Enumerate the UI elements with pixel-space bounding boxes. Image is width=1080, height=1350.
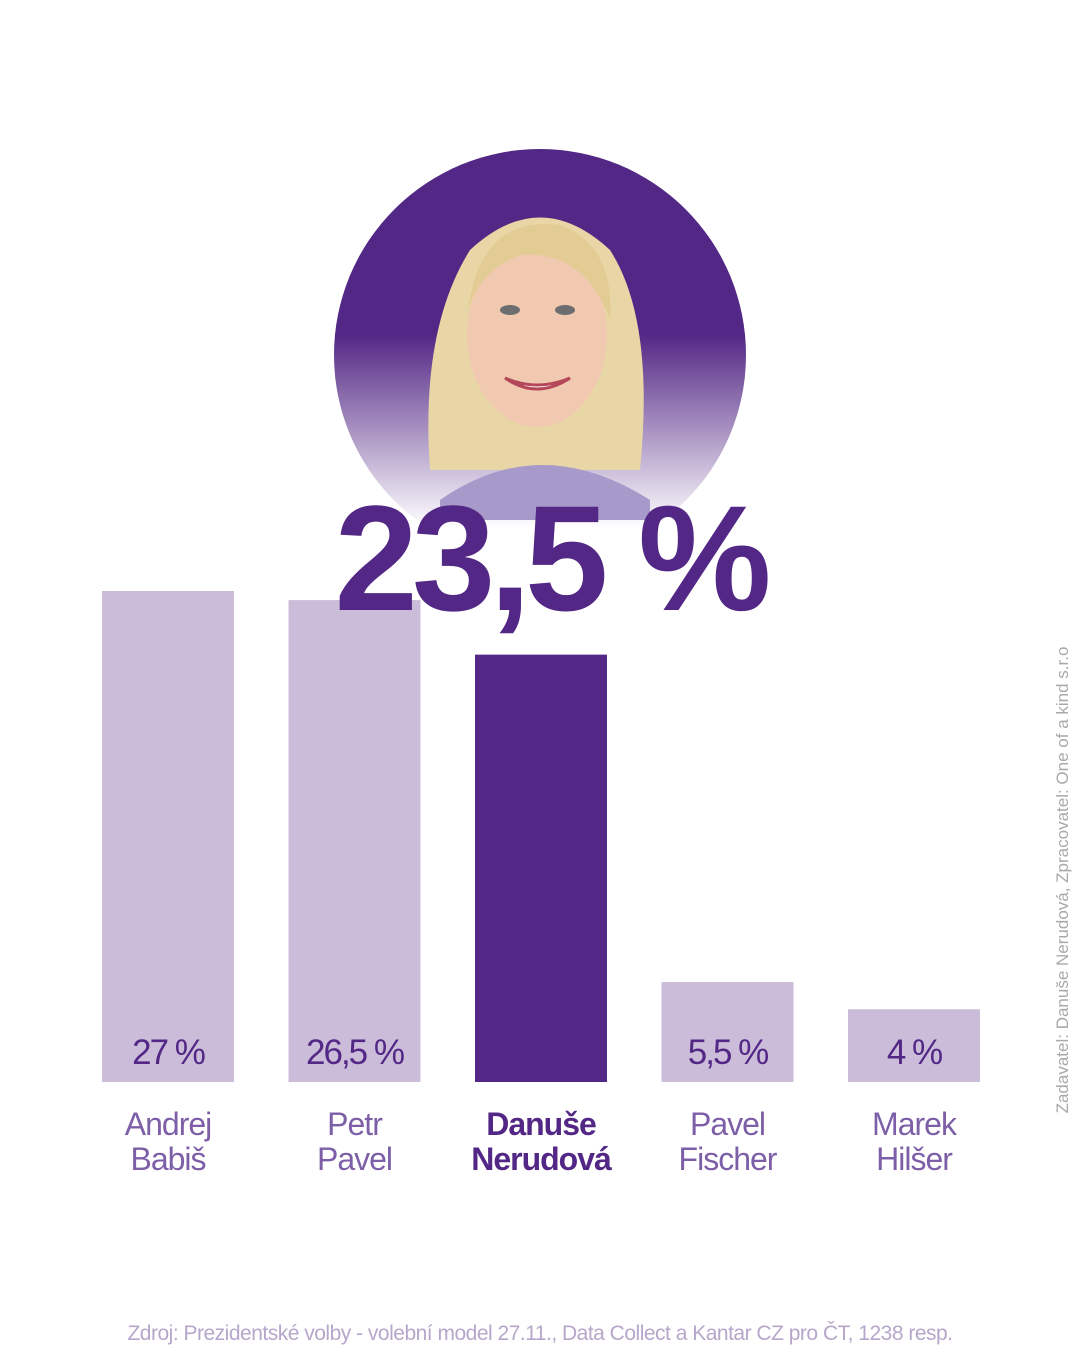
category-label: Marek Hilšer <box>872 1106 957 1177</box>
portrait <box>428 217 650 520</box>
value-label: 4 % <box>887 1033 942 1072</box>
value-label: 5,5 % <box>688 1033 768 1072</box>
bar <box>102 591 234 1082</box>
bar <box>288 600 421 1082</box>
credit: Zadavatel: Danuše Nerudová, Zpracovatel:… <box>1053 647 1072 1114</box>
bar <box>848 1009 980 1082</box>
category-label: Pavel Fischer <box>678 1106 778 1177</box>
category-label: Danuše Nerudová <box>471 1106 612 1177</box>
category-label: Andrej Babiš <box>124 1106 213 1177</box>
category-label: Petr Pavel <box>316 1106 393 1177</box>
highlight-value-label: 23,5 % <box>335 474 769 642</box>
source: Zdroj: Prezidentské volby - volební mode… <box>127 1322 952 1345</box>
value-label: 26,5 % <box>306 1033 404 1072</box>
value-label: 27 % <box>132 1033 205 1072</box>
bar <box>475 654 607 1082</box>
bar <box>661 981 794 1082</box>
